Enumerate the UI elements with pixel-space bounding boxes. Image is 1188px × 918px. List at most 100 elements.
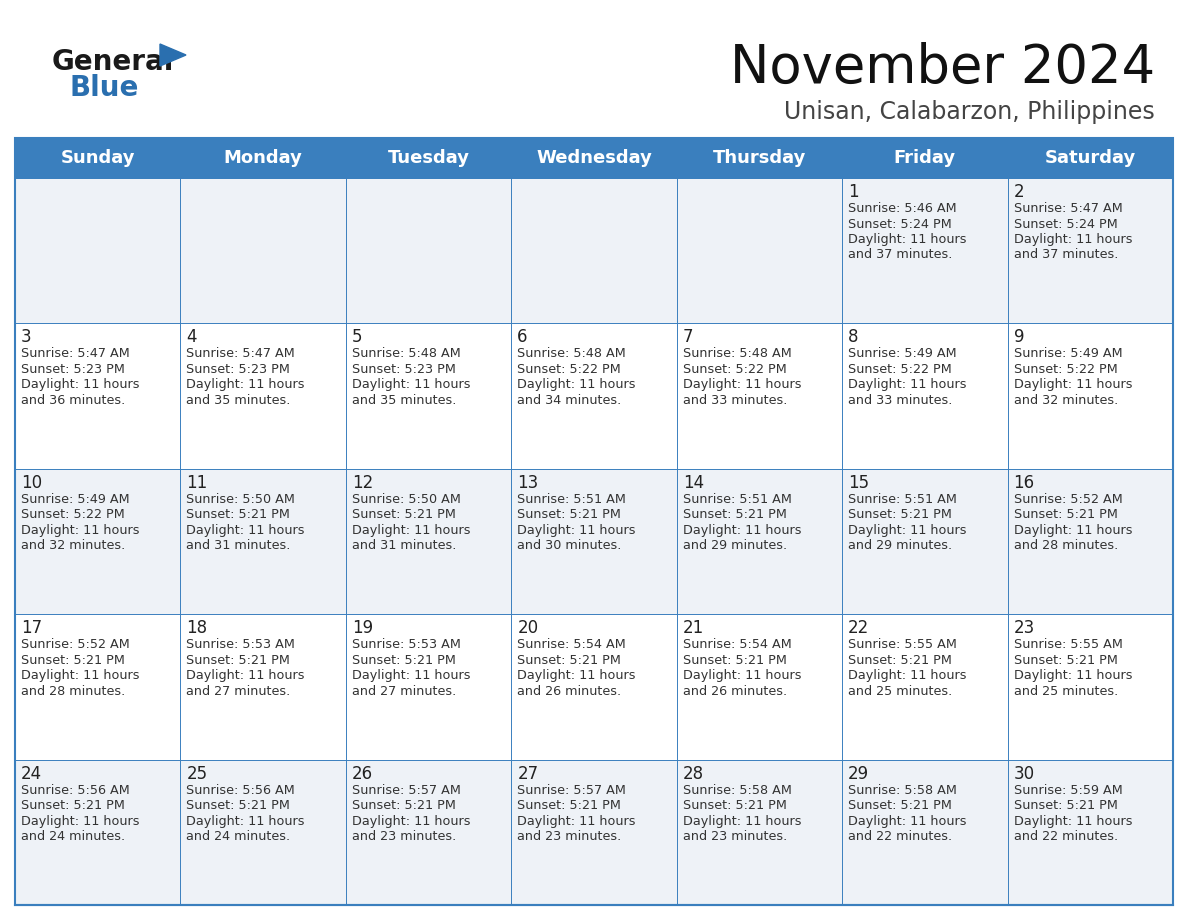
Text: Sunrise: 5:52 AM: Sunrise: 5:52 AM — [21, 638, 129, 651]
Bar — [15, 759, 1173, 905]
Text: Sunrise: 5:50 AM: Sunrise: 5:50 AM — [187, 493, 296, 506]
Text: Tuesday: Tuesday — [387, 149, 469, 167]
Text: Daylight: 11 hours: Daylight: 11 hours — [21, 669, 139, 682]
Text: 17: 17 — [21, 620, 42, 637]
Text: 29: 29 — [848, 765, 870, 783]
Text: Daylight: 11 hours: Daylight: 11 hours — [517, 669, 636, 682]
Text: Sunrise: 5:53 AM: Sunrise: 5:53 AM — [352, 638, 461, 651]
Text: Sunset: 5:21 PM: Sunset: 5:21 PM — [21, 654, 125, 666]
Text: General: General — [52, 48, 175, 76]
Text: Daylight: 11 hours: Daylight: 11 hours — [1013, 233, 1132, 246]
Text: Sunset: 5:21 PM: Sunset: 5:21 PM — [683, 799, 786, 812]
Text: Sunrise: 5:46 AM: Sunrise: 5:46 AM — [848, 202, 956, 215]
Text: and 27 minutes.: and 27 minutes. — [187, 685, 291, 698]
Text: 28: 28 — [683, 765, 703, 783]
Text: Daylight: 11 hours: Daylight: 11 hours — [683, 378, 801, 391]
Text: and 33 minutes.: and 33 minutes. — [848, 394, 953, 407]
Text: and 24 minutes.: and 24 minutes. — [21, 830, 125, 843]
Text: and 28 minutes.: and 28 minutes. — [21, 685, 125, 698]
Text: and 22 minutes.: and 22 minutes. — [1013, 830, 1118, 843]
Text: Sunrise: 5:51 AM: Sunrise: 5:51 AM — [848, 493, 958, 506]
Text: Sunset: 5:22 PM: Sunset: 5:22 PM — [848, 363, 952, 375]
Text: Daylight: 11 hours: Daylight: 11 hours — [352, 669, 470, 682]
Text: Wednesday: Wednesday — [536, 149, 652, 167]
Text: Daylight: 11 hours: Daylight: 11 hours — [352, 524, 470, 537]
Text: and 31 minutes.: and 31 minutes. — [187, 539, 291, 553]
Text: Sunrise: 5:55 AM: Sunrise: 5:55 AM — [848, 638, 958, 651]
Text: and 37 minutes.: and 37 minutes. — [848, 249, 953, 262]
Text: Sunrise: 5:56 AM: Sunrise: 5:56 AM — [187, 784, 295, 797]
Polygon shape — [160, 44, 187, 66]
Text: Sunset: 5:21 PM: Sunset: 5:21 PM — [187, 799, 290, 812]
Text: Daylight: 11 hours: Daylight: 11 hours — [1013, 524, 1132, 537]
Text: and 25 minutes.: and 25 minutes. — [848, 685, 953, 698]
Text: and 31 minutes.: and 31 minutes. — [352, 539, 456, 553]
Text: Daylight: 11 hours: Daylight: 11 hours — [517, 378, 636, 391]
Text: and 35 minutes.: and 35 minutes. — [187, 394, 291, 407]
Text: Sunset: 5:21 PM: Sunset: 5:21 PM — [517, 799, 621, 812]
Text: Sunday: Sunday — [61, 149, 135, 167]
Text: Sunrise: 5:53 AM: Sunrise: 5:53 AM — [187, 638, 296, 651]
Text: 5: 5 — [352, 329, 362, 346]
Text: Sunrise: 5:47 AM: Sunrise: 5:47 AM — [1013, 202, 1123, 215]
Text: and 29 minutes.: and 29 minutes. — [848, 539, 953, 553]
Text: Daylight: 11 hours: Daylight: 11 hours — [187, 814, 305, 828]
Text: Monday: Monday — [223, 149, 303, 167]
Bar — [15, 138, 1173, 178]
Text: and 33 minutes.: and 33 minutes. — [683, 394, 788, 407]
Bar — [15, 178, 1173, 323]
Text: Daylight: 11 hours: Daylight: 11 hours — [848, 233, 967, 246]
Text: 8: 8 — [848, 329, 859, 346]
Text: Sunset: 5:21 PM: Sunset: 5:21 PM — [517, 654, 621, 666]
Text: Sunset: 5:21 PM: Sunset: 5:21 PM — [21, 799, 125, 812]
Text: Sunrise: 5:56 AM: Sunrise: 5:56 AM — [21, 784, 129, 797]
Text: Daylight: 11 hours: Daylight: 11 hours — [848, 814, 967, 828]
Text: Daylight: 11 hours: Daylight: 11 hours — [1013, 378, 1132, 391]
Text: 4: 4 — [187, 329, 197, 346]
Text: 13: 13 — [517, 474, 538, 492]
Text: 15: 15 — [848, 474, 870, 492]
Text: 11: 11 — [187, 474, 208, 492]
Text: Daylight: 11 hours: Daylight: 11 hours — [848, 378, 967, 391]
Text: 1: 1 — [848, 183, 859, 201]
Text: Sunset: 5:22 PM: Sunset: 5:22 PM — [683, 363, 786, 375]
Text: Friday: Friday — [893, 149, 956, 167]
Text: 3: 3 — [21, 329, 32, 346]
Text: and 24 minutes.: and 24 minutes. — [187, 830, 291, 843]
Text: Sunrise: 5:52 AM: Sunrise: 5:52 AM — [1013, 493, 1123, 506]
Text: Sunrise: 5:51 AM: Sunrise: 5:51 AM — [517, 493, 626, 506]
Text: Sunset: 5:23 PM: Sunset: 5:23 PM — [352, 363, 456, 375]
Text: 12: 12 — [352, 474, 373, 492]
Text: and 35 minutes.: and 35 minutes. — [352, 394, 456, 407]
Text: Sunrise: 5:47 AM: Sunrise: 5:47 AM — [21, 347, 129, 361]
Text: Sunset: 5:21 PM: Sunset: 5:21 PM — [352, 799, 456, 812]
Text: and 26 minutes.: and 26 minutes. — [517, 685, 621, 698]
Text: Daylight: 11 hours: Daylight: 11 hours — [352, 378, 470, 391]
Text: Sunset: 5:23 PM: Sunset: 5:23 PM — [187, 363, 290, 375]
Text: and 23 minutes.: and 23 minutes. — [352, 830, 456, 843]
Text: 27: 27 — [517, 765, 538, 783]
Bar — [15, 469, 1173, 614]
Text: Daylight: 11 hours: Daylight: 11 hours — [517, 814, 636, 828]
Text: Sunset: 5:21 PM: Sunset: 5:21 PM — [187, 654, 290, 666]
Text: Sunset: 5:24 PM: Sunset: 5:24 PM — [848, 218, 952, 230]
Text: Daylight: 11 hours: Daylight: 11 hours — [683, 669, 801, 682]
Text: 24: 24 — [21, 765, 42, 783]
Text: and 34 minutes.: and 34 minutes. — [517, 394, 621, 407]
Text: and 32 minutes.: and 32 minutes. — [1013, 394, 1118, 407]
Text: Sunset: 5:21 PM: Sunset: 5:21 PM — [1013, 509, 1118, 521]
Text: November 2024: November 2024 — [729, 42, 1155, 94]
Text: Sunset: 5:21 PM: Sunset: 5:21 PM — [683, 509, 786, 521]
Text: Sunset: 5:21 PM: Sunset: 5:21 PM — [1013, 799, 1118, 812]
Text: 6: 6 — [517, 329, 527, 346]
Text: Sunrise: 5:54 AM: Sunrise: 5:54 AM — [517, 638, 626, 651]
Text: 25: 25 — [187, 765, 208, 783]
Text: Sunset: 5:21 PM: Sunset: 5:21 PM — [848, 509, 952, 521]
Text: Daylight: 11 hours: Daylight: 11 hours — [21, 378, 139, 391]
Text: and 37 minutes.: and 37 minutes. — [1013, 249, 1118, 262]
Text: and 36 minutes.: and 36 minutes. — [21, 394, 125, 407]
Text: and 26 minutes.: and 26 minutes. — [683, 685, 786, 698]
Text: Sunrise: 5:57 AM: Sunrise: 5:57 AM — [517, 784, 626, 797]
Text: 30: 30 — [1013, 765, 1035, 783]
Text: and 22 minutes.: and 22 minutes. — [848, 830, 953, 843]
